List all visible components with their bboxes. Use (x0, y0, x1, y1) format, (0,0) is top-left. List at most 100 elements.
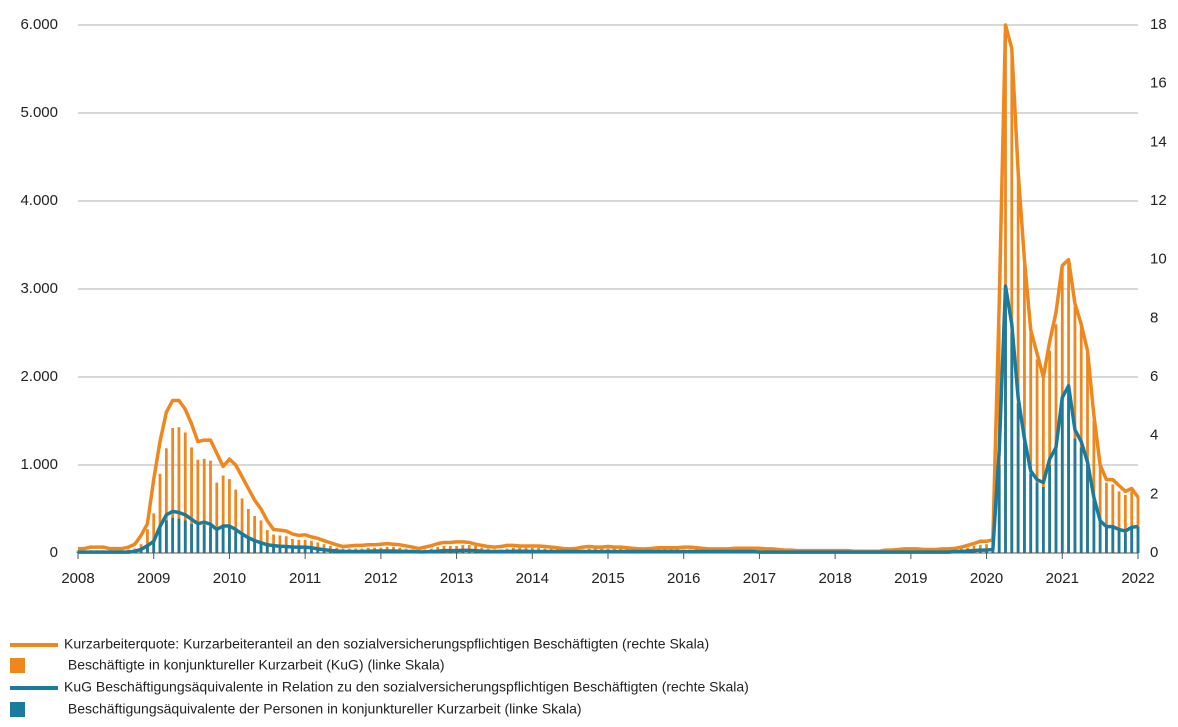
bar (259, 520, 263, 553)
bar (1010, 51, 1014, 554)
bar (183, 432, 187, 553)
legend-label: Beschäftigte in konjunktureller Kurzarbe… (64, 657, 445, 673)
bar (1041, 377, 1045, 553)
bar (177, 518, 181, 553)
bar (209, 460, 212, 553)
y-tick-label: 0 (50, 544, 58, 561)
bar (1105, 526, 1108, 553)
bar (272, 545, 275, 553)
bar (164, 520, 168, 553)
bar (234, 489, 238, 553)
bar (291, 547, 294, 553)
x-tick-label: 2019 (894, 570, 927, 587)
bar (202, 524, 206, 553)
bar (1098, 520, 1102, 553)
bar (228, 527, 231, 553)
bar (303, 547, 307, 553)
bar (1111, 484, 1115, 553)
legend-swatch (10, 643, 58, 647)
y2-tick-label: 2 (1150, 485, 1158, 502)
bar (1136, 526, 1140, 553)
bar (1117, 531, 1121, 553)
y2-tick-label: 8 (1150, 309, 1158, 326)
x-tick-label: 2020 (970, 570, 1003, 587)
bar (284, 536, 288, 553)
bar (1054, 447, 1058, 553)
bar (1023, 443, 1026, 553)
x-tick-label: 2008 (61, 570, 94, 587)
legend-swatch (10, 686, 58, 690)
y-tick-label: 5.000 (20, 104, 58, 121)
bar (221, 527, 225, 553)
y2-tick-label: 0 (1150, 544, 1158, 561)
y-tick-label: 2.000 (20, 368, 58, 385)
bar (171, 517, 175, 553)
line (78, 284, 1139, 554)
bar (1092, 421, 1096, 553)
bar (1067, 390, 1070, 553)
bar (190, 447, 193, 553)
bar (1029, 333, 1033, 553)
bar (240, 535, 244, 553)
bar (1060, 399, 1064, 553)
bar (1048, 465, 1052, 553)
bar (240, 498, 244, 553)
bar (1123, 494, 1127, 553)
bar (228, 479, 231, 553)
legend-label: KuG Beschäftigungsäquivalente in Relatio… (64, 679, 749, 695)
bar (1130, 527, 1134, 553)
bar (246, 509, 250, 553)
x-tick-label: 2016 (667, 570, 700, 587)
bar (259, 543, 263, 553)
legend-label: Beschäftigungsäquivalente der Personen i… (64, 701, 582, 717)
y-tick-label: 6.000 (20, 16, 58, 33)
bar (234, 531, 238, 553)
bar (1023, 262, 1026, 553)
y2-tick-label: 4 (1150, 427, 1158, 444)
y2-tick-label: 10 (1150, 251, 1167, 268)
bar (221, 475, 225, 553)
bar (991, 549, 995, 553)
x-tick-label: 2010 (213, 570, 246, 587)
y-tick-label: 1.000 (20, 456, 58, 473)
bar (1048, 350, 1052, 553)
x-tick-label: 2017 (743, 570, 776, 587)
bar (265, 545, 269, 553)
y2-tick-label: 16 (1150, 75, 1167, 92)
bar (253, 541, 257, 553)
bar (196, 459, 200, 553)
bar (1136, 496, 1140, 553)
bar (278, 535, 282, 553)
bar (1035, 359, 1039, 553)
x-tick-label: 2014 (516, 570, 549, 587)
bar (202, 458, 206, 553)
x-tick-label: 2009 (137, 570, 170, 587)
y2-tick-label: 12 (1150, 192, 1167, 209)
x-tick-label: 2013 (440, 570, 473, 587)
bar (196, 524, 200, 553)
bar (158, 526, 162, 553)
bar (1035, 482, 1039, 553)
bar (278, 546, 282, 553)
bar (158, 473, 162, 553)
legend-swatch (10, 658, 25, 673)
bar (284, 546, 288, 553)
bar (265, 530, 269, 553)
bar (1117, 491, 1121, 553)
x-tick-label: 2021 (1046, 570, 1079, 587)
y-tick-label: 4.000 (20, 192, 58, 209)
y2-tick-label: 6 (1150, 368, 1158, 385)
bar (1086, 465, 1089, 553)
bar (1123, 532, 1127, 553)
bar (152, 539, 156, 553)
y2-tick-label: 14 (1150, 133, 1167, 150)
bar (164, 448, 168, 553)
bar (997, 465, 1001, 553)
bar (177, 427, 181, 553)
bar (209, 526, 212, 553)
bar (171, 428, 175, 553)
bar (322, 550, 326, 553)
bar (272, 534, 275, 553)
